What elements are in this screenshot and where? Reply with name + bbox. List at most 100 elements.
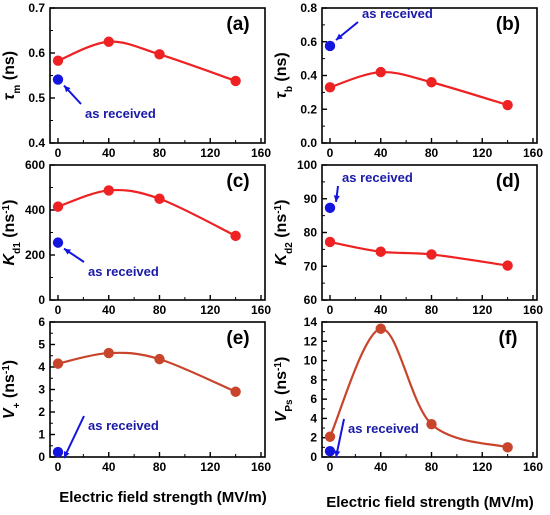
panel-e-xtick-label: 0 <box>55 460 62 474</box>
panel-d-label: (d) <box>496 171 520 192</box>
panel-c-ylabel-sub: d1 <box>12 242 23 254</box>
panel-f-ytick-label: 8 <box>310 373 317 387</box>
panel-b-y-axis-label: τb (ns) <box>273 52 295 98</box>
panel-d-series-0-line <box>329 240 508 267</box>
panel-d-ylabel-unit: (ns <box>273 214 290 243</box>
panel-f-series-0-point-0 <box>324 431 336 442</box>
panel-c-ytick-label: 400 <box>25 203 45 217</box>
panel-e-xtick-label: 160 <box>251 460 271 474</box>
panel-c-ytick-label: 0 <box>38 293 45 307</box>
panel-c-xtick-label: 40 <box>102 303 116 317</box>
panel-d-annotation-text: as received <box>342 170 413 185</box>
panel-c-xtick-label: 160 <box>251 303 271 317</box>
panel-c-ylabel-unit: (ns <box>1 214 18 243</box>
x-axis-label-left: Electric field strength (MV/m) <box>59 489 267 506</box>
panel-f-xtick-label: 120 <box>472 460 492 474</box>
panel-c-y-axis-label: Kd1 (ns-1) <box>1 200 23 266</box>
panel-d-ytick-label: 60 <box>304 293 318 307</box>
panel-d-xtick-label: 160 <box>523 303 543 317</box>
panel-a-ytick-label: 0.7 <box>28 1 45 15</box>
panel-a-ylabel-sub: m <box>12 85 23 94</box>
panel-b-xtick-label: 0 <box>327 146 334 160</box>
panel-d-ytick-label: 90 <box>304 192 318 206</box>
panel-f-annotation-arrowhead <box>334 450 341 458</box>
panel-e-annotation-arrow <box>63 415 85 459</box>
panel-c-xtick-label: 80 <box>153 303 167 317</box>
panel-f-series-0-point-3 <box>502 442 513 453</box>
panel-a-label: (a) <box>226 14 249 35</box>
panel-d-ylabel-sub: d2 <box>284 242 295 254</box>
panel-c-ytick-label: 200 <box>25 248 45 262</box>
panel-e-xtick-label: 80 <box>153 460 167 474</box>
panel-c-ylabel-close: ) <box>1 200 18 205</box>
panel-b-ytick-label: 0.6 <box>300 35 317 49</box>
panel-a-xtick-label: 80 <box>153 146 167 160</box>
panel-f-ytick-label: 14 <box>304 315 318 329</box>
panel-b-xtick-label: 40 <box>374 146 388 160</box>
panel-e-ylabel-main: V <box>1 407 18 419</box>
panel-d-series-0-point-2 <box>426 249 437 260</box>
panel-c-series-0-line <box>57 188 237 237</box>
panel-b-series-0-point-1 <box>375 66 386 78</box>
panel-b-series-0-point-0 <box>324 82 336 93</box>
panel-f-ylabel-unit: (ns <box>273 371 290 400</box>
panel-b-series-0-line <box>329 70 508 107</box>
panel-c-series-0-point-3 <box>230 230 241 242</box>
panel-b-xtick-label: 160 <box>523 146 543 160</box>
panel-a-ytick-label: 0.4 <box>28 136 45 150</box>
panel-d-y-axis-label: Kd2 (ns-1) <box>273 200 295 266</box>
panel-c-label: (c) <box>226 171 249 192</box>
panel-e-series-0-line <box>57 351 237 393</box>
panel-c-series-1-point-0 <box>52 237 64 248</box>
panel-f-ylabel-sub: Ps <box>284 399 295 412</box>
panel-b-annotation-arrowhead <box>336 33 343 40</box>
panel-f-xtick-label: 40 <box>374 460 388 474</box>
panel-c-ylabel-main: K <box>1 252 18 265</box>
panel-b-ytick-label: 0.4 <box>300 69 317 83</box>
panel-e-series-0-point-2 <box>154 353 165 365</box>
panel-a-series-0-line <box>57 40 236 82</box>
panel-d-ytick-label: 100 <box>297 158 317 172</box>
panel-b: 0 40 80 120 160 0.0 0.2 0.4 0.6 0.8 τb (ns) (b) as r… <box>273 1 543 160</box>
panel-f-ytick-label: 12 <box>304 334 318 348</box>
panel-e-ylabel-close: ) <box>1 360 18 365</box>
panel-e-ylabel-sub: + <box>12 402 23 408</box>
panel-a-ylabel-unit: (ns) <box>1 51 18 85</box>
panel-d-annotation-arrowhead <box>333 195 340 202</box>
panel-b-series-0-point-2 <box>426 77 437 88</box>
panel-f-ytick-label: 4 <box>310 411 317 425</box>
panel-f-y-axis-label: VPs (ns-1) <box>273 357 295 423</box>
panel-e-ytick-label: 6 <box>38 315 45 329</box>
panel-e-ytick-label: 0 <box>38 450 45 464</box>
panel-f-annotation-arrow <box>335 418 345 458</box>
panel-a-series-1-point-0 <box>52 74 64 85</box>
panel-e-series-1-point-0 <box>52 446 64 458</box>
panel-a-ylabel-main: τ <box>1 92 18 100</box>
panel-b-ytick-label: 0.8 <box>300 1 317 15</box>
panel-a-xtick-label: 40 <box>102 146 116 160</box>
panel-a-series-0-point-0 <box>52 55 64 66</box>
panel-a-y-axis-label: τm (ns) <box>1 51 23 100</box>
panel-f-ylabel-close: ) <box>273 357 290 362</box>
panel-b-series-0-point-3 <box>502 99 513 111</box>
panel-c-series-0-point-0 <box>52 201 64 212</box>
panel-a: 0 40 80 120 160 0.4 0.5 0.6 0.7 τm (ns) (a) as rece… <box>1 1 271 160</box>
panel-d-series-0-point-3 <box>502 260 513 271</box>
panel-f-ytick-label: 10 <box>304 354 318 368</box>
panel-d-series-0-point-1 <box>375 246 386 257</box>
panel-f-ytick-label: 6 <box>310 392 317 406</box>
panel-a-xtick-label: 160 <box>251 146 271 160</box>
panel-d-series-1-point-0 <box>324 202 336 214</box>
panel-b-ylabel-main: τ <box>273 91 290 99</box>
panel-c-ytick-label: 600 <box>25 158 45 172</box>
panel-c-series-0-point-1 <box>103 185 114 196</box>
panel-a-series-0-point-1 <box>103 36 114 47</box>
panel-b-xtick-label: 80 <box>425 146 439 160</box>
panel-d-xtick-label: 120 <box>472 303 492 317</box>
panel-e-series-0-point-3 <box>230 386 241 397</box>
panel-c-xtick-label: 120 <box>200 303 220 317</box>
panel-d-ytick-label: 70 <box>304 259 318 273</box>
panel-e-annotation-arrowhead <box>63 451 70 459</box>
panel-b-xtick-label: 120 <box>472 146 492 160</box>
